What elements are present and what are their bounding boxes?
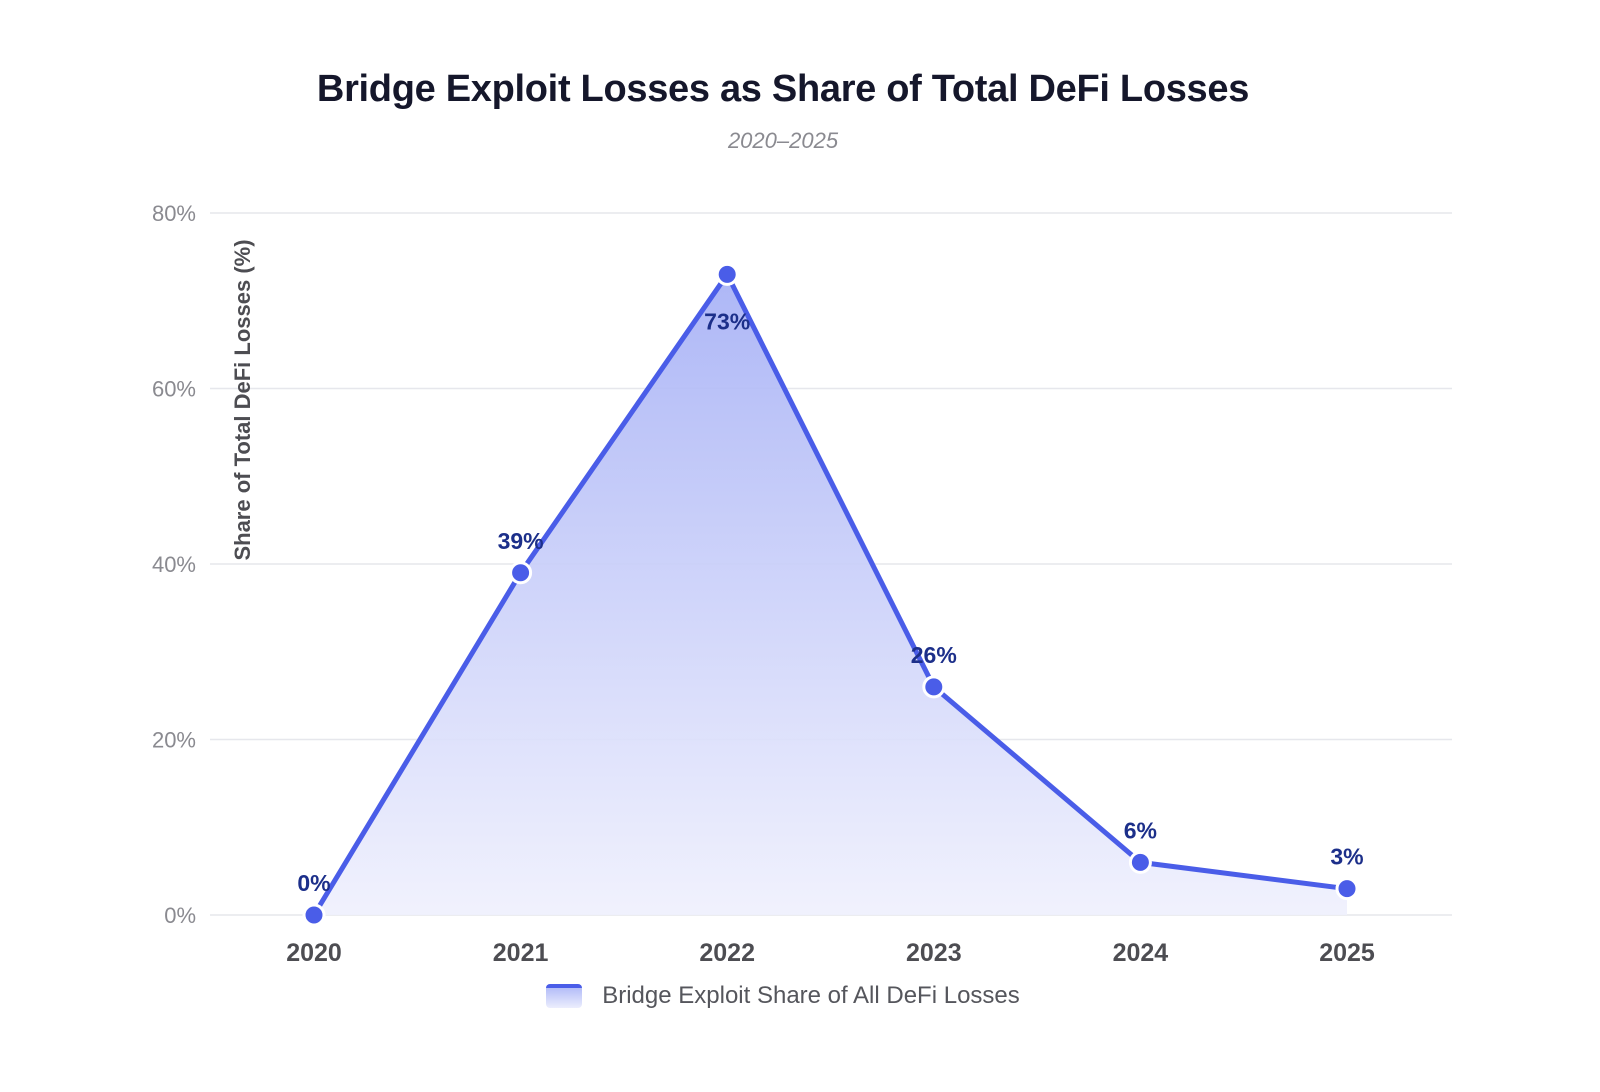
- chart-legend: Bridge Exploit Share of All DeFi Losses: [0, 982, 1566, 1010]
- data-label: 73%: [704, 308, 750, 334]
- data-point[interactable]: [302, 903, 326, 927]
- y-tick-label: 80%: [152, 201, 196, 226]
- data-point[interactable]: [922, 675, 946, 699]
- data-labels-layer: 0% 39% 73% 26% 6% 3%: [297, 308, 1363, 896]
- data-label: 39%: [498, 528, 544, 554]
- data-label: 3%: [1330, 844, 1363, 870]
- y-axis-ticks: 0% 20% 40% 60% 80%: [152, 201, 196, 928]
- chart-subtitle: 2020–2025: [727, 128, 839, 153]
- data-point[interactable]: [715, 262, 739, 286]
- y-axis-label: Share of Total DeFi Losses (%): [230, 239, 255, 560]
- data-point[interactable]: [509, 561, 533, 585]
- data-label: 6%: [1124, 817, 1157, 843]
- series-line: [311, 271, 1350, 918]
- data-point[interactable]: [1335, 877, 1359, 901]
- y-tick-label: 60%: [152, 377, 196, 402]
- x-axis-ticks: 2020 2021 2022 2023 2024 2025: [286, 939, 1375, 967]
- x-tick-label: 2022: [699, 939, 755, 967]
- x-tick-label: 2020: [286, 939, 342, 967]
- x-tick-label: 2024: [1113, 939, 1169, 967]
- y-tick-label: 40%: [152, 552, 196, 577]
- x-tick-label: 2023: [906, 939, 962, 967]
- series-line-layer: [311, 271, 1350, 918]
- data-point[interactable]: [1128, 850, 1152, 874]
- y-tick-label: 0%: [164, 903, 196, 928]
- y-tick-label: 20%: [152, 728, 196, 753]
- legend-swatch: [546, 984, 583, 1008]
- legend-label: Bridge Exploit Share of All DeFi Losses: [602, 982, 1020, 1009]
- series-area: [314, 274, 1347, 915]
- data-points-layer: [302, 262, 1359, 927]
- data-label: 0%: [297, 870, 330, 896]
- chart-title: Bridge Exploit Losses as Share of Total …: [316, 68, 1250, 110]
- x-tick-label: 2025: [1319, 939, 1375, 967]
- area-fill-layer: [314, 274, 1347, 915]
- data-label: 26%: [911, 642, 957, 668]
- x-tick-label: 2021: [493, 939, 549, 967]
